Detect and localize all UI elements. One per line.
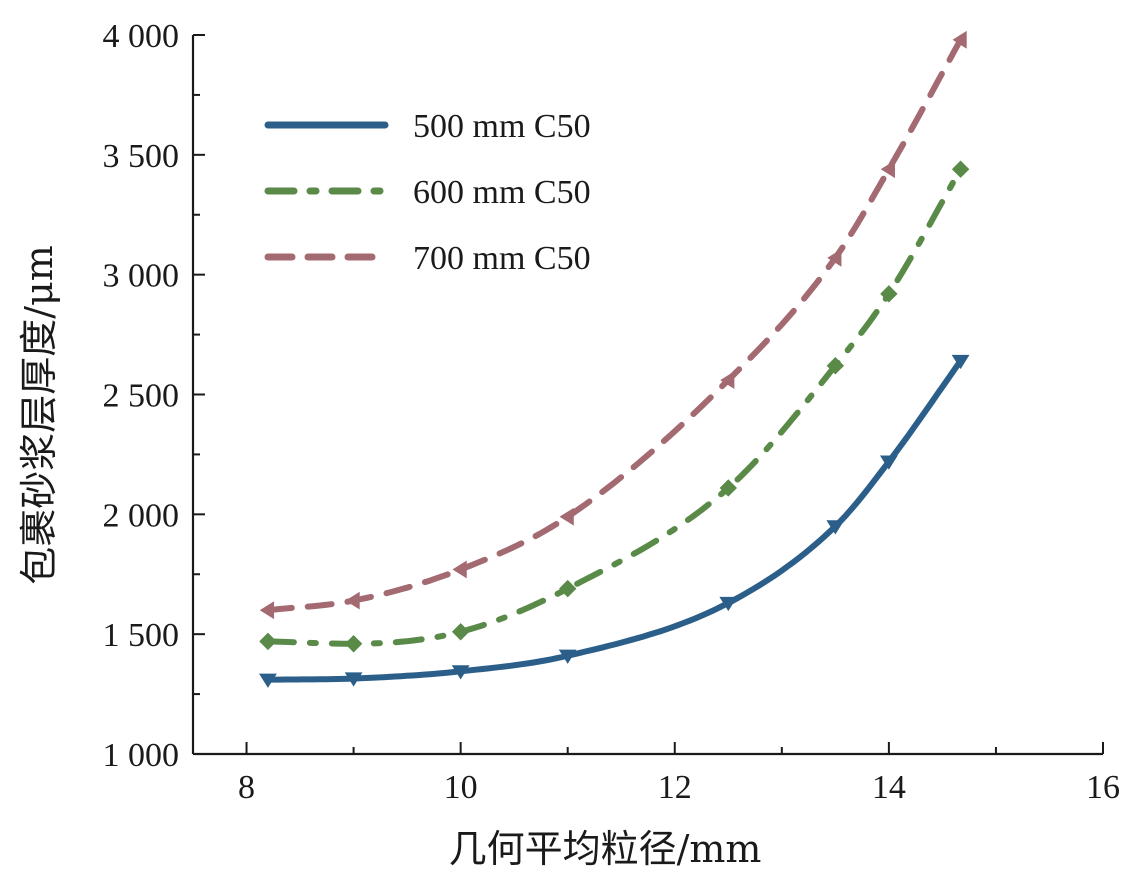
y-axis-title: 包裹砂浆层厚度/μm [17, 245, 61, 585]
data-point [826, 357, 845, 375]
y-tick-label: 2 000 [103, 497, 180, 534]
series-3 [259, 30, 967, 620]
data-point [826, 520, 845, 535]
x-tick-label: 16 [1086, 769, 1120, 806]
data-point [344, 672, 363, 687]
data-point [344, 635, 363, 653]
x-tick-label: 10 [444, 769, 478, 806]
data-point [559, 507, 574, 526]
y-tick-label: 3 500 [103, 138, 180, 175]
data-point [880, 160, 895, 179]
data-point [880, 285, 898, 303]
y-tick-label: 1 500 [103, 617, 180, 654]
legend-label: 500 mm C50 [413, 108, 591, 145]
data-point [719, 596, 738, 612]
data-point [951, 160, 970, 178]
x-axis-title: 几何平均粒径/mm [449, 827, 762, 871]
legend-label: 600 mm C50 [413, 174, 591, 211]
legend-item: 600 mm C50 [264, 174, 591, 211]
legend-item: 500 mm C50 [264, 108, 591, 145]
y-tick-label: 1 000 [103, 737, 180, 774]
data-point [720, 371, 735, 390]
data-point [879, 455, 898, 470]
data-point [558, 649, 577, 664]
data-point [259, 632, 277, 651]
x-ticks: 8 10 12 14 16 [238, 742, 1120, 806]
x-tick-label: 14 [872, 769, 906, 806]
data-point [452, 560, 467, 579]
data-point [827, 248, 842, 267]
data-point [259, 601, 275, 620]
series-layer [259, 30, 970, 688]
data-point [259, 673, 277, 688]
x-tick-label: 8 [238, 769, 255, 806]
legend: 500 mm C50 600 mm C50 700 mm C50 [264, 108, 591, 277]
y-tick-label: 3 000 [103, 258, 180, 295]
axes [191, 35, 1103, 756]
series-line [264, 166, 964, 647]
data-point [719, 479, 738, 497]
series-line [264, 36, 964, 614]
series-1 [259, 354, 970, 688]
legend-item: 700 mm C50 [264, 240, 591, 277]
data-point [558, 579, 577, 598]
data-point [451, 623, 470, 641]
series-line [264, 357, 964, 683]
series-2 [259, 160, 970, 653]
x-tick-label: 12 [658, 769, 692, 806]
data-point [952, 30, 967, 49]
data-point [451, 665, 470, 680]
data-point [951, 354, 970, 370]
y-ticks: 1 000 1 500 2 000 2 500 3 000 3 500 4 000 [103, 18, 205, 774]
y-tick-label: 2 500 [103, 378, 180, 415]
y-tick-label: 4 000 [103, 18, 180, 55]
legend-label: 700 mm C50 [413, 240, 591, 277]
data-point [345, 591, 360, 610]
